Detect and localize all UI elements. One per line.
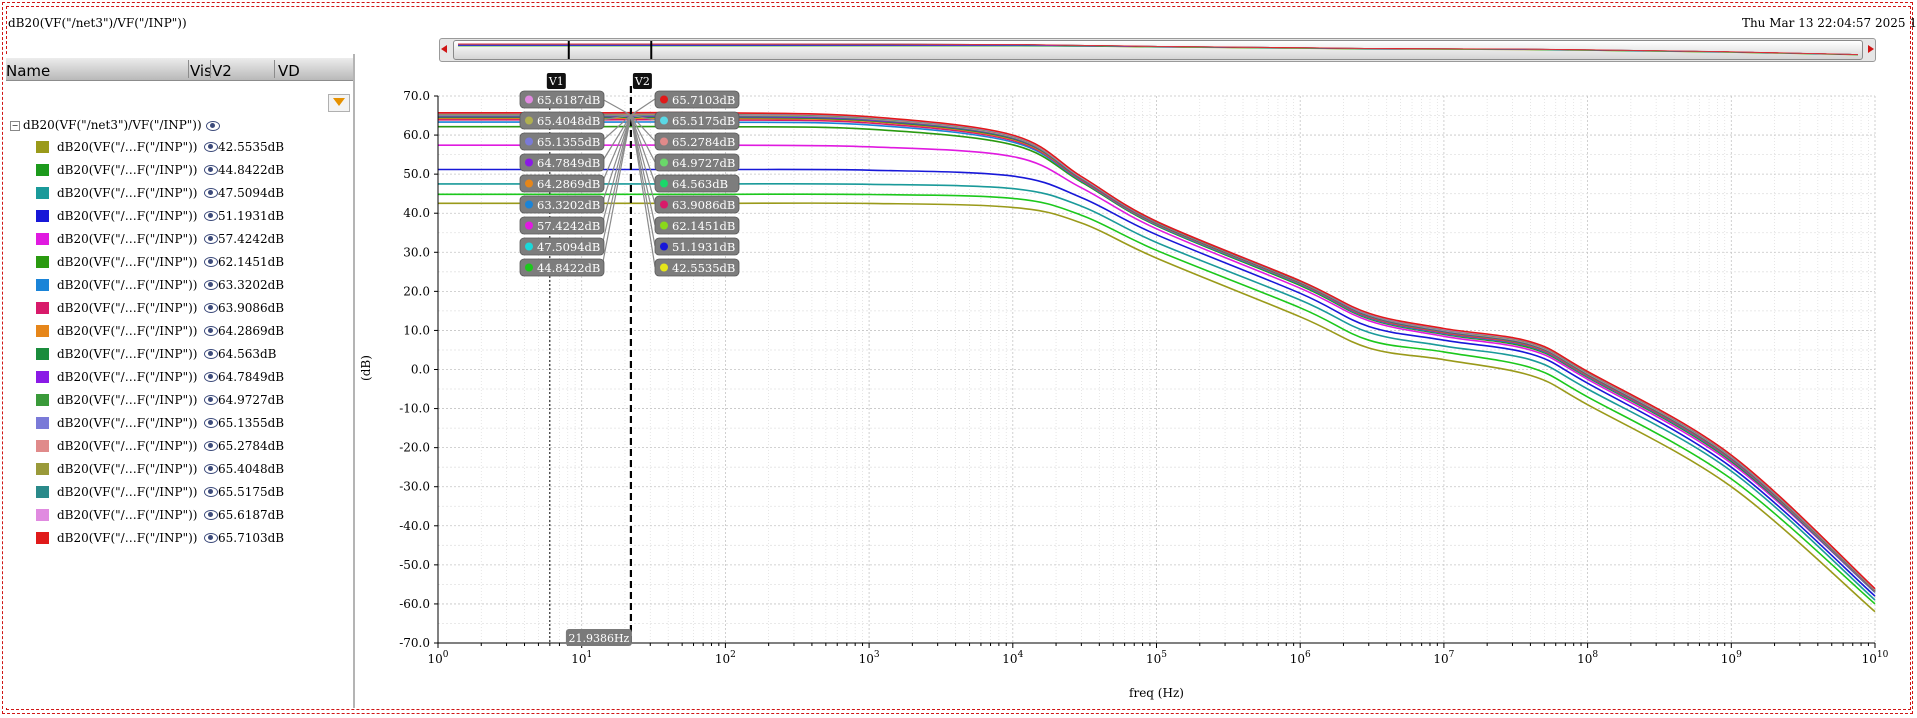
eye-icon[interactable] bbox=[204, 280, 218, 290]
scroll-right-icon[interactable] bbox=[1868, 45, 1874, 53]
trace-name: dB20(VF("/…F("/INP")) bbox=[57, 232, 198, 246]
trace-name: dB20(VF("/…F("/INP")) bbox=[57, 485, 198, 499]
trace-name: dB20(VF("/…F("/INP")) bbox=[57, 416, 198, 430]
overview-trace bbox=[458, 43, 1859, 55]
trace-value: 65.6187dB bbox=[218, 508, 285, 522]
column-header-vis[interactable]: Vis bbox=[190, 62, 212, 80]
color-swatch bbox=[36, 164, 49, 176]
eye-icon[interactable] bbox=[204, 234, 218, 244]
trace-name: dB20(VF("/…F("/INP")) bbox=[57, 508, 198, 522]
color-swatch bbox=[36, 371, 49, 383]
column-header-vd[interactable]: VD bbox=[278, 62, 300, 80]
eye-icon[interactable] bbox=[204, 257, 218, 267]
trace-value: 65.5175dB bbox=[218, 485, 285, 499]
trace-name: dB20(VF("/…F("/INP")) bbox=[57, 301, 198, 315]
trace-name: dB20(VF("/…F("/INP")) bbox=[57, 347, 198, 361]
color-swatch bbox=[36, 348, 49, 360]
color-swatch bbox=[36, 256, 49, 268]
trace-name: dB20(VF("/…F("/INP")) bbox=[57, 393, 198, 407]
eye-icon[interactable] bbox=[204, 487, 218, 497]
trace-name: dB20(VF("/…F("/INP")) bbox=[57, 370, 198, 384]
color-swatch bbox=[36, 187, 49, 199]
trace-name: dB20(VF("/…F("/INP")) bbox=[57, 255, 198, 269]
trace-name: dB20(VF("/…F("/INP")) bbox=[57, 209, 198, 223]
eye-icon[interactable] bbox=[204, 510, 218, 520]
trace-name: dB20(VF("/…F("/INP")) bbox=[57, 186, 198, 200]
trace-value: 47.5094dB bbox=[218, 186, 285, 200]
color-swatch bbox=[36, 141, 49, 153]
tree-root[interactable]: − dB20(VF("/net3")/VF("/INP")) bbox=[10, 118, 220, 132]
trace-value: 64.563dB bbox=[218, 347, 277, 361]
color-swatch bbox=[36, 486, 49, 498]
column-separator[interactable] bbox=[210, 60, 211, 78]
overview-traces bbox=[458, 41, 1859, 59]
color-swatch bbox=[36, 325, 49, 337]
color-swatch bbox=[36, 394, 49, 406]
eye-icon[interactable] bbox=[204, 303, 218, 313]
eye-icon[interactable] bbox=[204, 395, 218, 405]
color-swatch bbox=[36, 279, 49, 291]
browser-header: Name Vis V2 VD bbox=[6, 58, 353, 81]
eye-icon[interactable] bbox=[204, 188, 218, 198]
trace-name: dB20(VF("/…F("/INP")) bbox=[57, 278, 198, 292]
trace-value: 62.1451dB bbox=[218, 255, 285, 269]
color-swatch bbox=[36, 532, 49, 544]
eye-icon[interactable] bbox=[204, 441, 218, 451]
eye-icon[interactable] bbox=[204, 372, 218, 382]
trace-name: dB20(VF("/…F("/INP")) bbox=[57, 531, 198, 545]
color-swatch bbox=[36, 302, 49, 314]
trace-value: 64.2869dB bbox=[218, 324, 285, 338]
trace-value: 65.2784dB bbox=[218, 439, 285, 453]
column-separator[interactable] bbox=[188, 60, 189, 78]
results-browser: Name Vis V2 VD − dB20(VF("/net3")/VF("/IN… bbox=[6, 54, 355, 708]
plot-title: dB20(VF("/net3")/VF("/INP")) bbox=[8, 16, 187, 30]
trace-name: dB20(VF("/…F("/INP")) bbox=[57, 324, 198, 338]
trace-value: 64.7849dB bbox=[218, 370, 285, 384]
column-header-name[interactable]: Name bbox=[6, 62, 51, 80]
color-swatch bbox=[36, 417, 49, 429]
color-swatch bbox=[36, 509, 49, 521]
trace-value: 65.7103dB bbox=[218, 531, 285, 545]
eye-icon[interactable] bbox=[204, 211, 218, 221]
column-separator[interactable] bbox=[274, 60, 275, 78]
color-swatch bbox=[36, 210, 49, 222]
column-header-v2[interactable]: V2 bbox=[212, 62, 232, 80]
trace-name: dB20(VF("/…F("/INP")) bbox=[57, 462, 198, 476]
trace-value: 57.4242dB bbox=[218, 232, 285, 246]
trace-name: dB20(VF("/…F("/INP")) bbox=[57, 439, 198, 453]
eye-icon[interactable] bbox=[204, 418, 218, 428]
trace-value: 42.5535dB bbox=[218, 140, 285, 154]
trace-value: 64.9727dB bbox=[218, 393, 285, 407]
eye-icon[interactable] bbox=[204, 533, 218, 543]
scroll-left-icon[interactable] bbox=[441, 45, 447, 53]
trace-value: 65.1355dB bbox=[218, 416, 285, 430]
trace-name: dB20(VF("/…F("/INP")) bbox=[57, 163, 198, 177]
scrollbar-thumb[interactable] bbox=[453, 40, 1863, 60]
timestamp: Thu Mar 13 22:04:57 2025 1 bbox=[1741, 16, 1917, 30]
eye-icon[interactable] bbox=[204, 165, 218, 175]
filter-icon[interactable] bbox=[328, 94, 350, 112]
color-swatch bbox=[36, 463, 49, 475]
trace-value: 51.1931dB bbox=[218, 209, 285, 223]
eye-icon[interactable] bbox=[204, 464, 218, 474]
color-swatch bbox=[36, 440, 49, 452]
trace-value: 63.9086dB bbox=[218, 301, 285, 315]
eye-icon[interactable] bbox=[204, 349, 218, 359]
x-zoom-scrollbar[interactable] bbox=[439, 38, 1876, 62]
eye-icon[interactable] bbox=[204, 326, 218, 336]
trace-value: 63.3202dB bbox=[218, 278, 285, 292]
eye-icon[interactable] bbox=[204, 142, 218, 152]
trace-value: 65.4048dB bbox=[218, 462, 285, 476]
trace-value: 44.8422dB bbox=[218, 163, 285, 177]
eye-icon[interactable] bbox=[205, 120, 220, 131]
collapse-toggle-icon[interactable]: − bbox=[10, 120, 20, 131]
trace-name: dB20(VF("/…F("/INP")) bbox=[57, 140, 198, 154]
tree-root-label: dB20(VF("/net3")/VF("/INP")) bbox=[23, 118, 202, 132]
color-swatch bbox=[36, 233, 49, 245]
